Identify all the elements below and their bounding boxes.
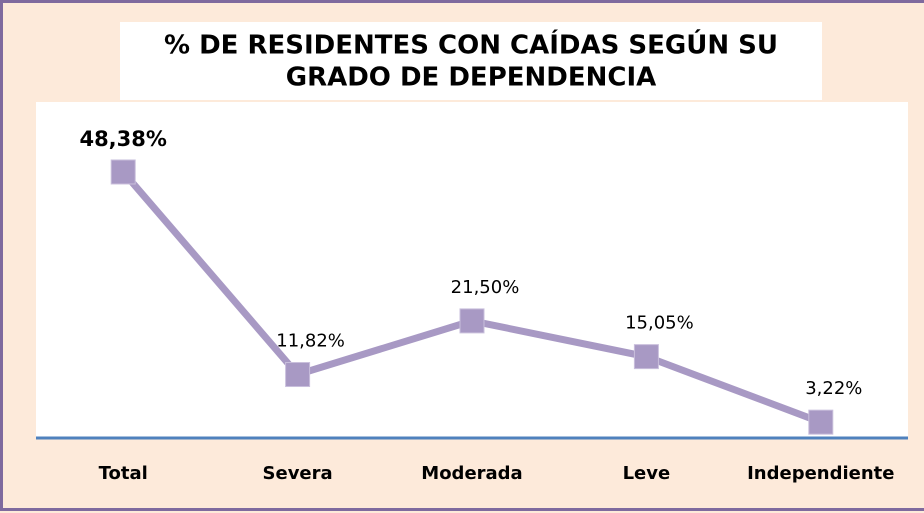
marker: [808, 409, 834, 435]
x-tick-label: Leve: [623, 463, 671, 484]
data-label: 21,50%: [451, 277, 520, 298]
data-label: 15,05%: [625, 313, 694, 334]
title-box: [120, 22, 822, 100]
x-tick-label: Moderada: [421, 463, 522, 484]
data-label: 48,38%: [79, 127, 166, 151]
marker: [285, 362, 311, 388]
chart-title: GRADO DE DEPENDENCIA: [286, 63, 657, 93]
marker: [110, 159, 136, 185]
x-tick-label: Severa: [263, 463, 333, 484]
marker: [459, 308, 485, 334]
chart-title: % DE RESIDENTES CON CAÍDAS SEGÚN SU: [164, 29, 778, 61]
plot-area: [36, 102, 908, 439]
data-label: 11,82%: [276, 331, 345, 352]
marker: [633, 344, 659, 370]
x-tick-label: Total: [99, 463, 148, 484]
data-label: 3,22%: [805, 378, 862, 399]
x-tick-label: Independiente: [747, 463, 894, 484]
